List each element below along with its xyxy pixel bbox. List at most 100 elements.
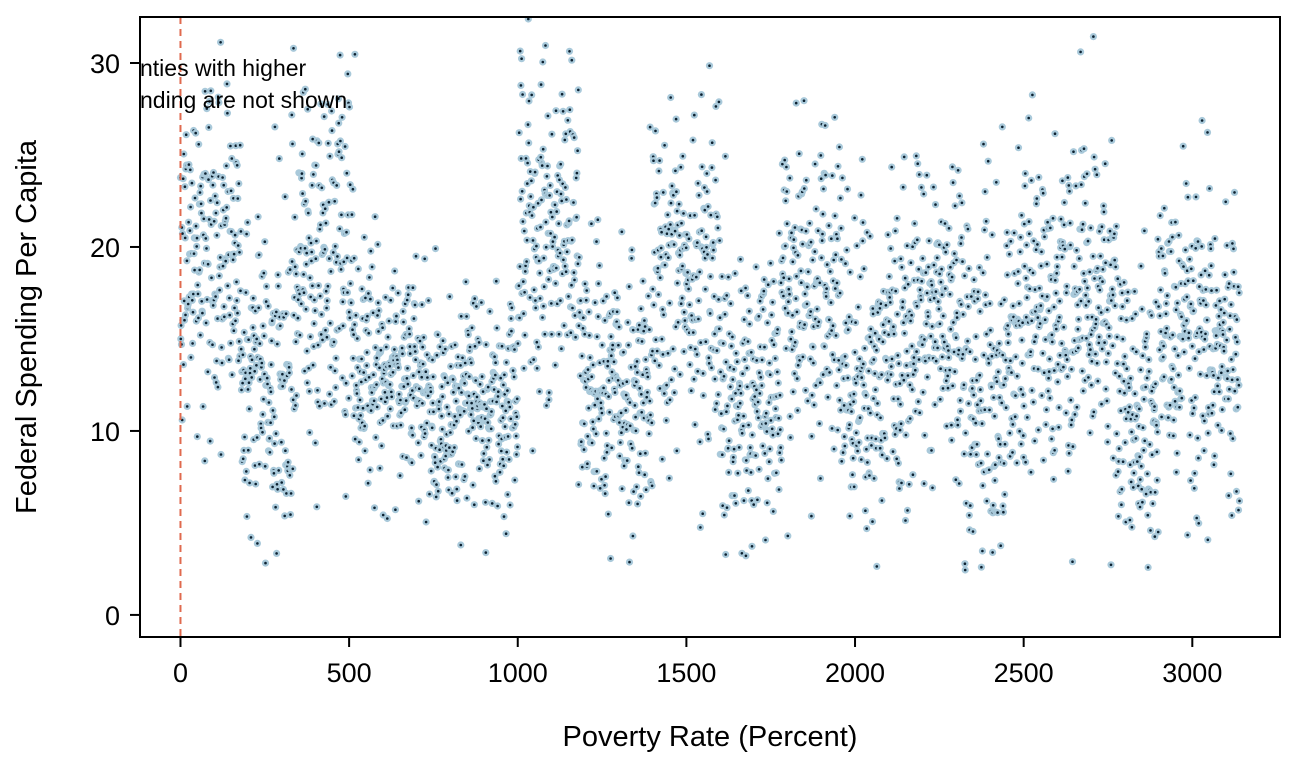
data-point (290, 113, 294, 117)
data-point (609, 335, 613, 338)
data-point (902, 155, 906, 159)
data-point (717, 100, 721, 104)
data-point (647, 294, 650, 298)
data-point (1013, 415, 1017, 419)
data-point (980, 422, 984, 425)
data-point (372, 373, 375, 377)
data-point (950, 438, 953, 442)
data-point (339, 139, 342, 143)
data-point (791, 390, 795, 394)
data-point (286, 460, 290, 464)
data-point (713, 408, 717, 411)
data-point (820, 239, 824, 242)
data-point (215, 201, 219, 204)
data-point (596, 315, 600, 318)
data-point (538, 390, 541, 393)
data-point (976, 290, 980, 294)
data-point (657, 293, 660, 296)
data-point (356, 366, 359, 369)
data-point (746, 385, 749, 389)
data-point (600, 411, 604, 415)
data-point (418, 339, 422, 343)
data-point (579, 374, 582, 378)
data-point (997, 456, 1001, 459)
data-point (691, 138, 695, 142)
data-point (348, 316, 352, 320)
data-point (704, 235, 708, 239)
data-point (979, 461, 983, 465)
data-point (337, 97, 340, 101)
data-point (541, 316, 544, 319)
data-point (425, 353, 429, 357)
data-point (276, 342, 279, 346)
data-point (1003, 493, 1006, 496)
data-point (680, 296, 684, 300)
data-point (764, 411, 768, 415)
data-point (869, 327, 873, 331)
data-point (312, 322, 316, 325)
data-point (638, 387, 641, 390)
data-point (778, 451, 781, 455)
data-point (313, 298, 316, 302)
data-point (230, 157, 234, 160)
data-point (861, 158, 864, 161)
data-point (338, 53, 342, 57)
data-point (386, 335, 390, 339)
data-point (993, 479, 997, 482)
data-point (606, 359, 610, 363)
data-point (859, 275, 862, 279)
data-point (777, 381, 780, 385)
data-point (256, 542, 259, 545)
data-point (179, 337, 183, 341)
data-point (185, 259, 189, 263)
data-point (961, 353, 965, 356)
data-point (952, 350, 956, 354)
data-point (371, 311, 375, 315)
data-point (474, 379, 478, 382)
data-point (523, 229, 526, 233)
data-point (663, 263, 667, 267)
data-point (368, 468, 372, 472)
data-point (718, 327, 721, 331)
data-point (459, 543, 463, 547)
data-point (722, 375, 726, 378)
data-point (634, 429, 638, 433)
data-point (754, 454, 757, 457)
data-point (205, 298, 209, 301)
data-point (235, 164, 239, 167)
data-point (900, 266, 904, 269)
data-point (422, 336, 426, 339)
data-point (1001, 353, 1004, 357)
data-point (864, 394, 868, 397)
data-point (654, 338, 658, 342)
data-point (695, 275, 698, 279)
data-point (701, 372, 705, 375)
data-point (298, 333, 302, 337)
data-point (590, 375, 593, 379)
data-point (498, 470, 502, 474)
data-point (199, 333, 202, 337)
data-point (1009, 240, 1013, 243)
data-point (988, 408, 991, 412)
data-point (182, 363, 185, 366)
data-point (841, 176, 844, 180)
data-point (725, 410, 728, 414)
data-point (996, 511, 999, 514)
data-point (920, 279, 923, 283)
data-point (404, 399, 408, 402)
data-point (988, 302, 992, 305)
data-point (355, 384, 358, 387)
data-point (229, 189, 233, 193)
data-point (501, 416, 505, 420)
data-point (547, 391, 551, 394)
data-point (901, 306, 904, 309)
data-point (341, 300, 345, 304)
data-point (512, 375, 516, 379)
data-point (678, 373, 682, 376)
data-point (452, 391, 455, 394)
data-point (565, 198, 568, 201)
data-point (209, 199, 212, 202)
data-point (330, 129, 334, 132)
data-point (992, 396, 995, 399)
data-point (332, 340, 336, 344)
